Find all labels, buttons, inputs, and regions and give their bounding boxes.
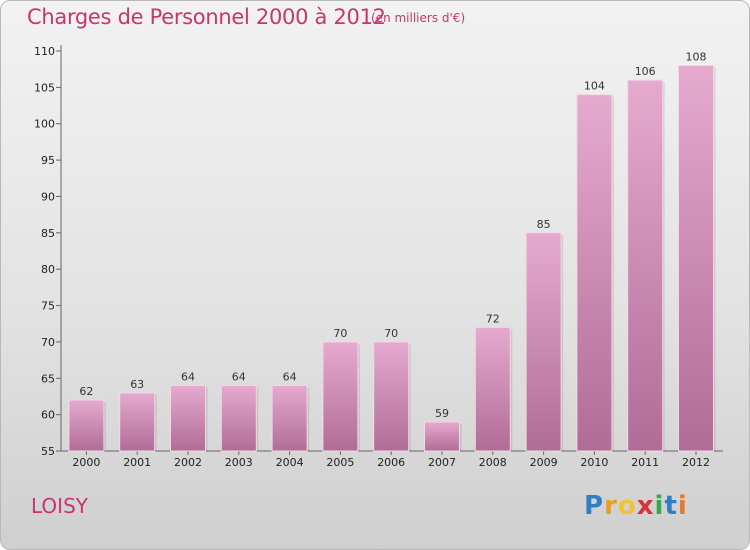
bars bbox=[68, 65, 716, 452]
x-tick-label: 2012 bbox=[682, 456, 710, 469]
x-tick-label: 2003 bbox=[225, 456, 253, 469]
x-tick-label: 2007 bbox=[428, 456, 456, 469]
data-label: 104 bbox=[584, 80, 605, 93]
proxiti-logo[interactable]: Proxiti bbox=[584, 491, 688, 521]
commune-name: LOISY bbox=[31, 494, 88, 518]
data-label: 64 bbox=[232, 371, 246, 384]
bar bbox=[627, 79, 664, 452]
y-tick-label: 85 bbox=[41, 227, 55, 240]
y-tick-label: 75 bbox=[41, 300, 55, 313]
data-label: 64 bbox=[181, 371, 195, 384]
y-tick-label: 100 bbox=[34, 118, 55, 131]
chart-title: Charges de Personnel 2000 à 2012 bbox=[27, 5, 386, 29]
chart-subtitle: (en milliers d'€) bbox=[371, 11, 466, 25]
x-tick-label: 2006 bbox=[377, 456, 405, 469]
data-label: 63 bbox=[130, 378, 144, 391]
bar bbox=[271, 385, 308, 452]
bar bbox=[68, 399, 105, 452]
data-label: 72 bbox=[486, 312, 500, 325]
data-label: 62 bbox=[79, 385, 93, 398]
x-tick-label: 2011 bbox=[631, 456, 659, 469]
y-tick-label: 55 bbox=[41, 445, 55, 458]
x-tick-label: 2010 bbox=[580, 456, 608, 469]
data-label: 64 bbox=[283, 371, 297, 384]
y-tick-label: 60 bbox=[41, 409, 55, 422]
y-tick-label: 110 bbox=[34, 45, 55, 58]
y-tick-label: 65 bbox=[41, 372, 55, 385]
x-tick-label: 2008 bbox=[479, 456, 507, 469]
bar bbox=[170, 385, 206, 452]
x-tick-label: 2001 bbox=[123, 456, 151, 469]
bar bbox=[474, 326, 511, 452]
data-label: 85 bbox=[537, 218, 551, 231]
data-label: 108 bbox=[686, 51, 707, 64]
bar bbox=[373, 341, 410, 452]
data-label: 70 bbox=[384, 327, 398, 340]
bar bbox=[119, 392, 156, 452]
data-label: 70 bbox=[333, 327, 347, 340]
bar bbox=[322, 341, 359, 452]
labels: 62 2000 63 2001 64 2002 64 2003 64 2004 70 2005 70 20… bbox=[72, 51, 710, 469]
data-label: 59 bbox=[435, 407, 449, 420]
bar bbox=[576, 94, 613, 452]
y-tick-label: 105 bbox=[34, 81, 55, 94]
y-tick-label: 80 bbox=[41, 263, 55, 276]
x-tick-label: 2000 bbox=[72, 456, 100, 469]
y-tick-label: 90 bbox=[41, 190, 55, 203]
bar bbox=[525, 232, 562, 452]
y-tick-label: 95 bbox=[41, 154, 55, 167]
bar bbox=[678, 65, 714, 452]
data-label: 106 bbox=[635, 65, 656, 78]
y-tick-label: 70 bbox=[41, 336, 55, 349]
bar bbox=[220, 385, 257, 452]
axes: 55 60 65 70 75 80 85 90 95 100 105 110 bbox=[34, 45, 723, 458]
x-tick-label: 2005 bbox=[326, 456, 354, 469]
x-tick-label: 2009 bbox=[530, 456, 558, 469]
x-tick-label: 2004 bbox=[276, 456, 304, 469]
bar bbox=[424, 421, 460, 452]
x-tick-label: 2002 bbox=[174, 456, 202, 469]
